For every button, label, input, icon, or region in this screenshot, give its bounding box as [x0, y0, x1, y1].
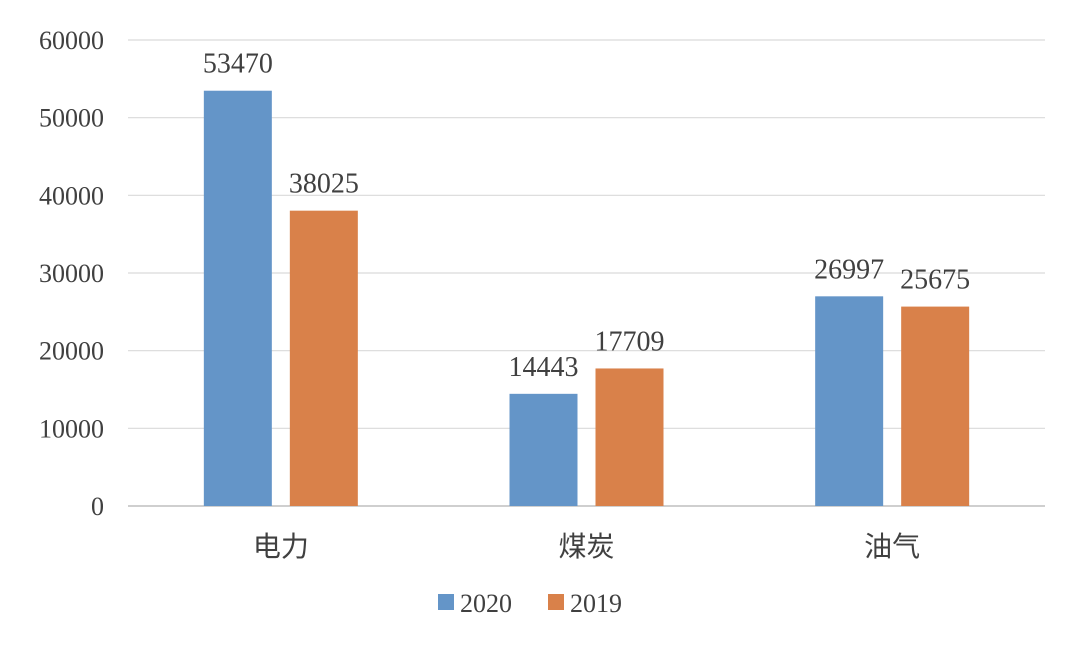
x-axis-categories: 电力 煤炭 油气 [253, 531, 920, 563]
bars [203, 90, 970, 507]
y-axis-ticks: 0 10000 20000 30000 40000 50000 60000 [39, 26, 104, 521]
legend-label-2019: 2019 [570, 589, 622, 618]
legend-swatch-2020 [438, 594, 454, 610]
y-tick-label: 0 [91, 492, 104, 521]
legend-label-2020: 2020 [460, 589, 512, 618]
bar-2020 [203, 90, 272, 506]
x-category-label: 煤炭 [558, 531, 614, 563]
y-tick-label: 30000 [39, 259, 104, 288]
x-category-label: 电力 [253, 531, 309, 563]
gridlines [128, 39, 1045, 507]
data-label-2020: 14443 [509, 352, 579, 383]
data-label-2020: 53470 [203, 49, 273, 80]
legend-swatch-2019 [548, 594, 564, 610]
data-labels: 53470 38025 14443 17709 26997 25675 [203, 49, 970, 383]
data-label-2019: 25675 [900, 265, 970, 296]
x-category-label: 油气 [864, 531, 920, 563]
legend: 2020 2019 [438, 589, 622, 618]
data-label-2019: 38025 [289, 169, 359, 200]
y-tick-label: 10000 [39, 414, 104, 443]
y-tick-label: 60000 [39, 26, 104, 55]
data-label-2020: 26997 [814, 254, 884, 285]
bar-2020 [509, 393, 578, 506]
bar-2019 [595, 368, 664, 506]
bar-2019 [289, 210, 358, 507]
y-tick-label: 50000 [39, 104, 104, 133]
bar-2019 [901, 306, 970, 506]
bar-2020 [815, 296, 884, 506]
y-tick-label: 40000 [39, 181, 104, 210]
data-label-2019: 17709 [595, 326, 665, 357]
y-tick-label: 20000 [39, 337, 104, 366]
